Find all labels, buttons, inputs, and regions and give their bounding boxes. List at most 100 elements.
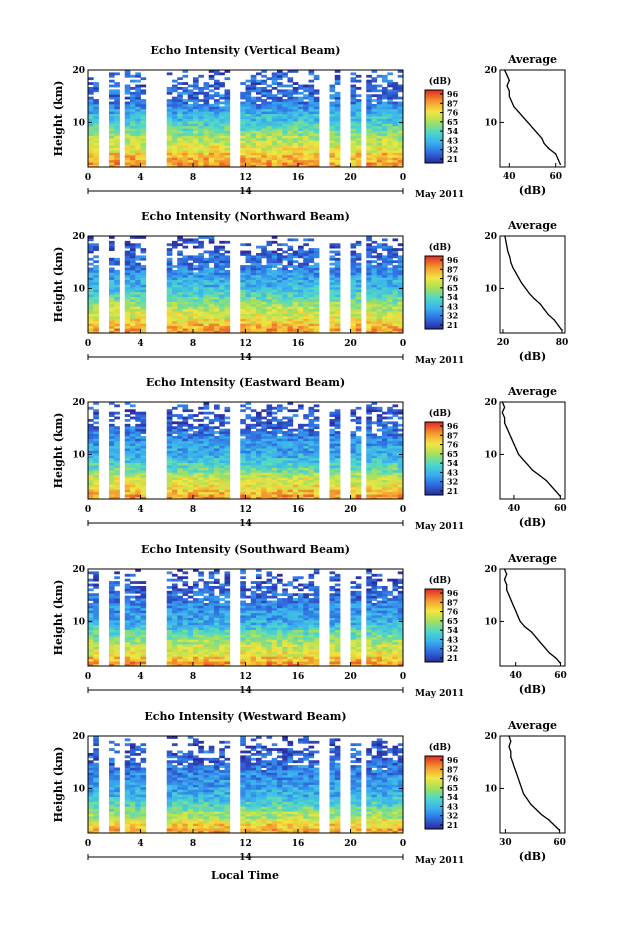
- heatmap-cell: [193, 443, 199, 447]
- heatmap-cell: [292, 255, 299, 259]
- heatmap-cell: [193, 135, 199, 139]
- heatmap-cell: [303, 152, 309, 156]
- heatmap-cell: [376, 265, 383, 268]
- heatmap-cell: [214, 137, 220, 141]
- heatmap-cell: [214, 467, 220, 471]
- heatmap-cell: [93, 289, 99, 293]
- heatmap-cell: [298, 274, 304, 278]
- heatmap-cell: [308, 133, 315, 136]
- heatmap-cell: [350, 320, 357, 324]
- heatmap-cell: [303, 448, 309, 451]
- heatmap-cell: [182, 238, 189, 242]
- heatmap-cell: [371, 154, 378, 158]
- heatmap-cell: [214, 128, 220, 132]
- heatmap-cell: [198, 89, 204, 93]
- heatmap-cell: [114, 260, 120, 264]
- heatmap-cell: [350, 133, 357, 136]
- heatmap-cell: [350, 135, 357, 139]
- heatmap-cell: [282, 435, 288, 439]
- heatmap-cell: [250, 89, 257, 93]
- profile-point: [533, 298, 536, 300]
- heatmap-cell: [203, 162, 210, 165]
- heatmap-cell: [277, 462, 283, 466]
- heatmap-cell: [334, 479, 341, 483]
- heatmap-cell: [208, 467, 215, 471]
- heatmap-cell: [287, 262, 294, 266]
- heatmap-cell: [392, 438, 399, 442]
- heatmap-cell: [355, 418, 362, 422]
- heatmap-cell: [224, 96, 231, 100]
- heatmap-cell: [214, 248, 220, 251]
- heatmap-cell: [382, 308, 388, 312]
- heatmap-cell: [187, 299, 194, 302]
- heatmap-cell: [303, 84, 309, 88]
- heatmap-cell: [135, 462, 141, 466]
- heatmap-cell: [308, 91, 315, 95]
- heatmap-cell: [135, 116, 141, 119]
- heatmap-cell: [271, 279, 278, 283]
- heatmap-cell: [88, 435, 94, 439]
- heatmap-cell: [224, 435, 231, 439]
- heatmap-cell: [256, 96, 262, 100]
- heatmap-cell: [298, 296, 304, 300]
- heatmap-cell: [177, 103, 183, 107]
- heatmap-cell: [172, 296, 178, 300]
- heatmap-cell: [172, 496, 178, 500]
- heatmap-cell: [124, 289, 131, 293]
- heatmap-cell: [376, 291, 383, 295]
- heatmap-cell: [282, 465, 288, 468]
- heatmap-cell: [392, 118, 399, 122]
- heatmap-cell: [93, 428, 99, 432]
- heatmap-cell: [214, 491, 220, 495]
- heatmap-cell: [93, 656, 99, 660]
- heatmap-cell: [371, 448, 378, 451]
- heatmap-cell: [193, 154, 199, 158]
- heatmap-cell: [166, 99, 173, 102]
- heatmap-cell: [88, 431, 94, 434]
- heatmap-cell: [203, 140, 210, 144]
- heatmap-cell: [256, 435, 262, 439]
- heatmap-cell: [208, 323, 215, 327]
- heatmap-cell: [287, 159, 294, 163]
- heatmap-cell: [271, 496, 278, 500]
- heatmap-cell: [187, 147, 194, 151]
- heatmap-cell: [109, 94, 115, 98]
- heatmap-cell: [329, 108, 336, 112]
- heatmap-cell: [135, 455, 141, 459]
- heatmap-cell: [224, 406, 231, 410]
- heatmap-cell: [166, 445, 173, 449]
- heatmap-cell: [203, 433, 210, 437]
- heatmap-cell: [397, 279, 404, 283]
- heatmap-cell: [177, 277, 183, 281]
- heatmap-cell: [355, 296, 362, 300]
- heatmap-cell: [308, 489, 315, 493]
- heatmap-cell: [382, 328, 388, 331]
- heatmap-cell: [130, 279, 136, 283]
- heatmap-cell: [224, 101, 231, 105]
- heatmap-cell: [203, 299, 210, 302]
- heatmap-cell: [334, 496, 341, 500]
- heatmap-cell: [334, 269, 341, 273]
- heatmap-cell: [245, 428, 252, 432]
- heatmap-cell: [355, 457, 362, 461]
- heatmap-cell: [287, 135, 294, 139]
- heatmap-cell: [298, 423, 304, 427]
- heatmap-cell: [224, 316, 231, 319]
- heatmap-cell: [397, 318, 404, 322]
- heatmap-cell: [224, 89, 231, 93]
- heatmap-cell: [172, 299, 178, 302]
- heatmap-cell: [287, 457, 294, 461]
- heatmap-cell: [392, 311, 399, 314]
- heatmap-cell: [313, 469, 320, 473]
- heatmap-cell: [88, 448, 94, 451]
- heatmap-cell: [266, 438, 273, 442]
- heatmap-cell: [140, 147, 147, 151]
- heatmap-cell: [308, 106, 315, 110]
- heatmap-cell: [219, 323, 225, 327]
- heatmap-cell: [193, 328, 199, 331]
- heatmap-cell: [266, 433, 273, 437]
- heatmap-cell: [329, 306, 336, 310]
- heatmap-cell: [214, 257, 220, 261]
- heatmap-cell: [277, 289, 283, 293]
- heatmap-cell: [224, 77, 231, 81]
